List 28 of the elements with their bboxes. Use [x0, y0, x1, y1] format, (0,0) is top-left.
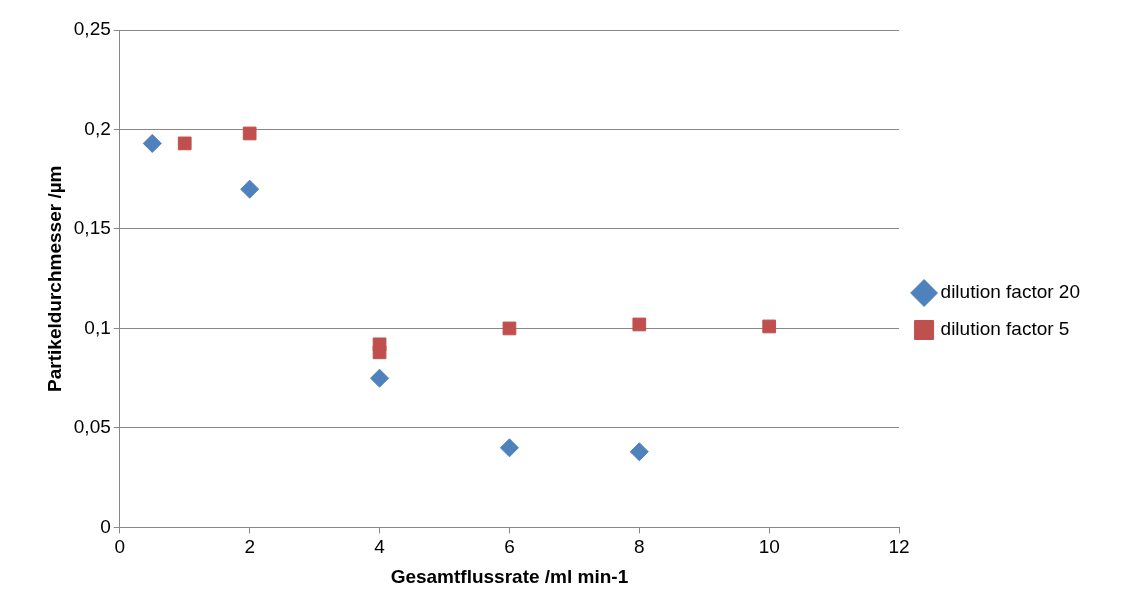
point	[629, 442, 649, 462]
legend-label: dilution factor 5	[940, 318, 1070, 340]
x-tick-label: 0	[114, 536, 126, 558]
point	[370, 368, 390, 388]
point	[502, 321, 517, 336]
point	[372, 345, 387, 360]
y-tick-label: 0,1	[84, 316, 111, 338]
x-tick-label: 4	[374, 536, 386, 558]
legend-label: dilution factor 20	[940, 281, 1080, 303]
point	[499, 438, 519, 458]
x-tick-label: 12	[888, 536, 910, 558]
y-tick-label: 0,2	[84, 117, 111, 139]
x-tick-label: 6	[504, 536, 515, 558]
point	[242, 126, 257, 141]
x-tick-label: 8	[634, 536, 645, 558]
y-tick-label: 0,05	[73, 416, 111, 438]
point	[632, 317, 647, 332]
x-axis-title: Gesamtflussrate /ml min-1	[390, 565, 629, 587]
point	[762, 319, 777, 334]
y-tick-label: 0,25	[73, 18, 111, 40]
y-axis-title: Partikeldurchmesser /µm	[43, 165, 65, 392]
point	[177, 136, 192, 151]
point	[240, 179, 260, 199]
y-tick-label: 0	[100, 515, 111, 537]
x-tick-label: 2	[244, 536, 255, 558]
point	[142, 133, 162, 153]
x-tick-label: 10	[758, 536, 780, 558]
y-tick-label: 0,15	[73, 217, 111, 239]
